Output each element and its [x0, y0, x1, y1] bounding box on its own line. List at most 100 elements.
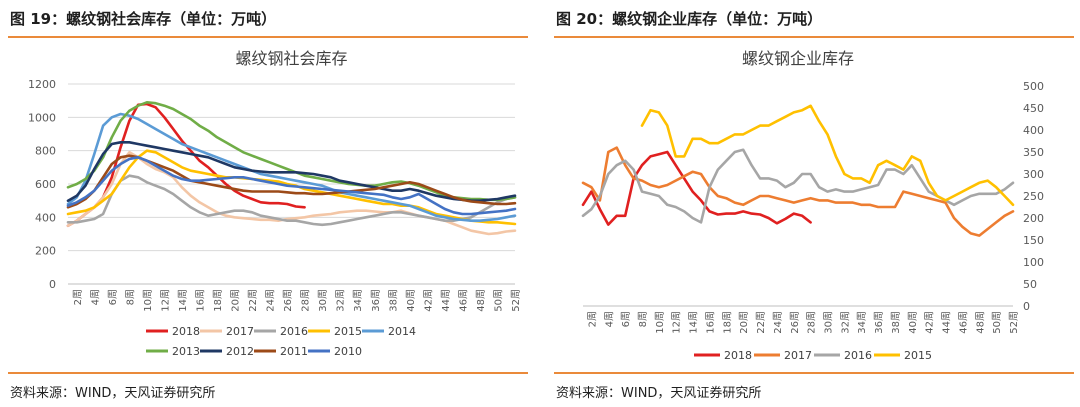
series-line-2016 — [66, 174, 517, 227]
y-tick-label: 800 — [35, 145, 56, 158]
x-tick-label: 26周 — [282, 289, 294, 312]
x-tick-label: 12周 — [159, 289, 171, 312]
x-tick-label: 32周 — [839, 311, 851, 334]
y-tick-label: 250 — [1023, 190, 1044, 203]
x-tick-label: 48周 — [974, 311, 986, 334]
x-tick-label: 42周 — [422, 289, 434, 312]
x-tick-label: 24周 — [265, 289, 277, 312]
figure-19-title: 图 19：螺纹钢社会库存（单位：万吨） — [10, 10, 277, 28]
legend-item-2014: 2014 — [362, 325, 416, 338]
x-tick-label: 22周 — [755, 311, 767, 334]
y-tick-label: 200 — [1023, 212, 1044, 225]
x-tick-label: 52周 — [510, 289, 522, 312]
x-tick-label: 38周 — [890, 311, 902, 334]
x-tick-label: 6周 — [620, 311, 632, 327]
y-tick-label: 50 — [1023, 278, 1037, 291]
legend-item-2017: 2017 — [754, 349, 812, 362]
x-tick-label: 50周 — [492, 289, 504, 312]
figure-20-source: 资料来源：WIND，天风证券研究所 — [556, 386, 762, 401]
x-tick-label: 16周 — [194, 289, 206, 312]
legend-item-2015: 2015 — [308, 325, 362, 338]
x-tick-label: 36周 — [370, 289, 382, 312]
x-tick-label: 8周 — [124, 289, 136, 305]
series-line-2018 — [581, 150, 812, 226]
x-tick-label: 30周 — [823, 311, 835, 334]
figure-20-title: 图 20：螺纹钢企业库存（单位：万吨） — [556, 10, 823, 28]
legend-label: 2016 — [280, 325, 308, 338]
x-tick-label: 32周 — [335, 289, 347, 312]
x-tick-label: 2周 — [72, 289, 84, 305]
y-tick-label: 450 — [1023, 102, 1044, 115]
figure-19-source: 资料来源：WIND，天风证券研究所 — [10, 386, 216, 401]
x-tick-label: 14周 — [177, 289, 189, 312]
x-tick-label: 34周 — [352, 289, 364, 312]
series-line-2013 — [66, 101, 517, 202]
x-tick-label: 46周 — [457, 289, 469, 312]
x-tick-label: 20周 — [230, 289, 242, 312]
y-tick-label: 500 — [1023, 80, 1044, 93]
series-line-2015 — [640, 104, 1015, 207]
figure-19-top-rule — [8, 36, 528, 38]
legend-label: 2016 — [844, 349, 872, 362]
y-tick-label: 0 — [1023, 300, 1030, 313]
figure-20-bottom-rule — [554, 372, 1074, 374]
legend-label: 2018 — [172, 325, 200, 338]
x-tick-label: 22周 — [247, 289, 259, 312]
figure-19-bottom-rule — [8, 372, 528, 374]
x-tick-label: 24周 — [772, 311, 784, 334]
x-tick-label: 14周 — [688, 311, 700, 334]
legend-item-2016: 2016 — [254, 325, 308, 338]
legend-item-2013: 2013 — [146, 345, 200, 358]
y-tick-label: 400 — [35, 211, 56, 224]
x-tick-label: 20周 — [738, 311, 750, 334]
y-tick-label: 400 — [1023, 124, 1044, 137]
x-tick-label: 8周 — [637, 311, 649, 327]
legend-label: 2017 — [226, 325, 254, 338]
x-tick-label: 28周 — [300, 289, 312, 312]
series-line-2012 — [66, 141, 517, 202]
x-tick-label: 18周 — [721, 311, 733, 334]
x-tick-label: 34周 — [856, 311, 868, 334]
legend-item-2012: 2012 — [200, 345, 254, 358]
legend-label: 2013 — [172, 345, 200, 358]
legend-item-2018: 2018 — [694, 349, 752, 362]
x-tick-label: 48周 — [475, 289, 487, 312]
x-tick-label: 40周 — [405, 289, 417, 312]
x-tick-label: 50周 — [991, 311, 1003, 334]
legend-label: 2015 — [904, 349, 932, 362]
legend-label: 2018 — [724, 349, 752, 362]
x-tick-label: 6周 — [107, 289, 119, 305]
legend-label: 2017 — [784, 349, 812, 362]
x-tick-label: 40周 — [907, 311, 919, 334]
chart-title: 螺纹钢企业库存 — [742, 49, 854, 68]
x-tick-label: 52周 — [1008, 311, 1020, 334]
y-tick-label: 600 — [35, 178, 56, 191]
x-tick-label: 10周 — [142, 289, 154, 312]
legend-item-2010: 2010 — [308, 345, 362, 358]
legend-label: 2015 — [334, 325, 362, 338]
x-tick-label: 10周 — [654, 311, 666, 334]
x-tick-label: 16周 — [704, 311, 716, 334]
x-tick-label: 4周 — [603, 311, 615, 327]
legend-item-2016: 2016 — [814, 349, 872, 362]
x-tick-label: 38周 — [387, 289, 399, 312]
legend-item-2017: 2017 — [200, 325, 254, 338]
y-tick-label: 1000 — [28, 111, 56, 124]
x-tick-label: 30周 — [317, 289, 329, 312]
series-line-2010 — [66, 156, 517, 216]
y-tick-label: 200 — [35, 245, 56, 258]
legend-label: 2014 — [388, 325, 416, 338]
legend-item-2018: 2018 — [146, 325, 200, 338]
x-tick-label: 44周 — [440, 289, 452, 312]
y-tick-label: 100 — [1023, 256, 1044, 269]
legend-label: 2012 — [226, 345, 254, 358]
x-tick-label: 18周 — [212, 289, 224, 312]
y-tick-label: 0 — [49, 278, 56, 291]
x-tick-label: 42周 — [924, 311, 936, 334]
x-tick-label: 44周 — [941, 311, 953, 334]
chart-title: 螺纹钢社会库存 — [235, 49, 347, 68]
legend-label: 2011 — [280, 345, 308, 358]
y-tick-label: 150 — [1023, 234, 1044, 247]
